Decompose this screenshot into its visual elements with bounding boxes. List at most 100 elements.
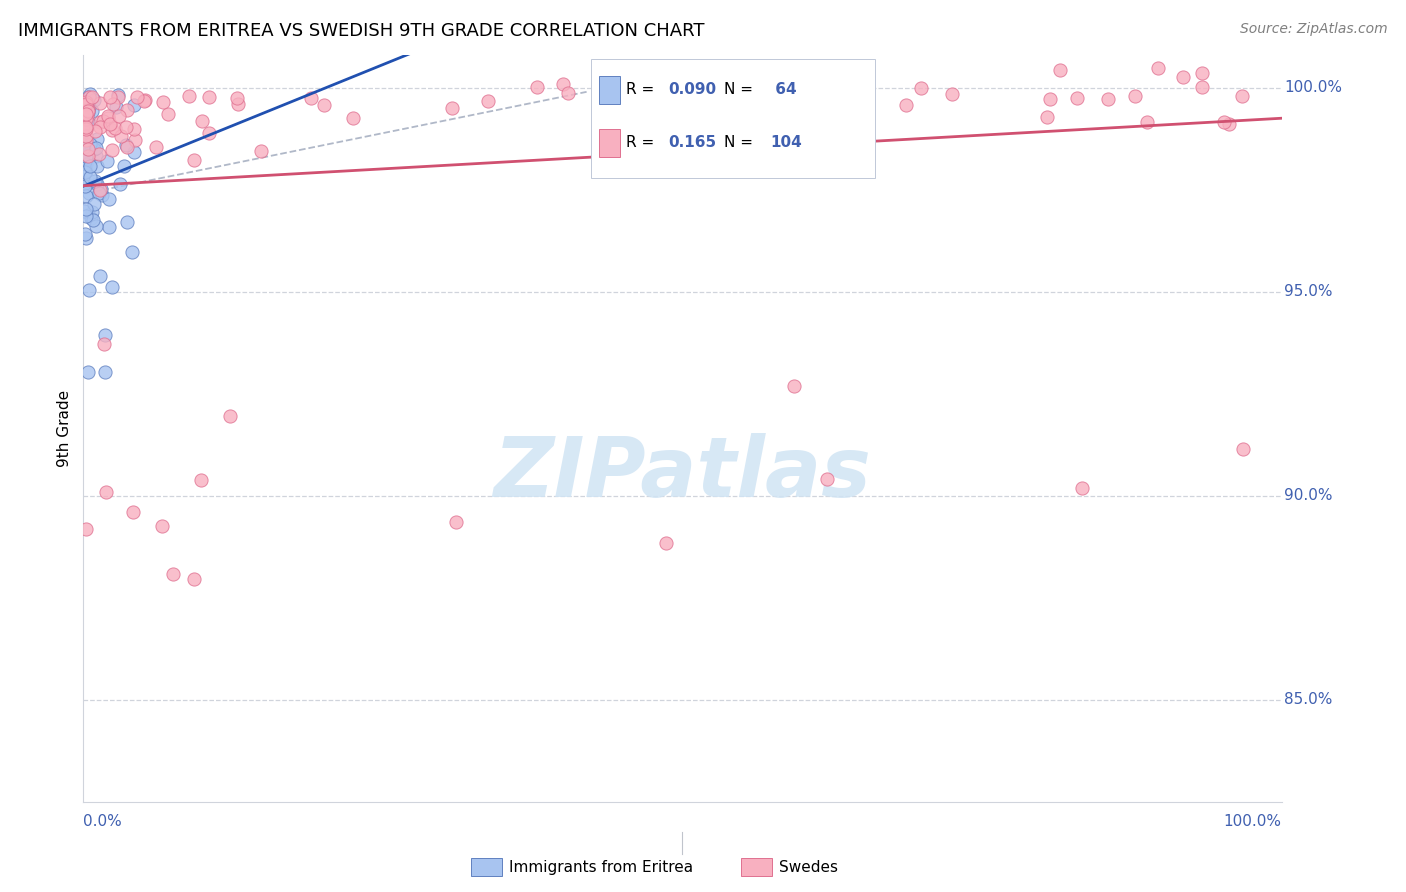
- Point: [93, 337, 115, 351]
- Point: [98, 117, 121, 131]
- Point: [526, 79, 548, 94]
- Point: [101, 97, 124, 112]
- Point: [75, 97, 97, 112]
- Text: N =: N =: [724, 82, 754, 97]
- Point: [115, 120, 138, 134]
- Point: [654, 536, 676, 550]
- Point: [1218, 117, 1240, 131]
- Point: [1125, 89, 1147, 103]
- Point: [89, 120, 111, 135]
- Point: [75, 95, 97, 109]
- Point: [121, 244, 143, 259]
- Point: [1049, 62, 1071, 77]
- Point: [75, 157, 97, 171]
- Point: [250, 145, 273, 159]
- Point: [183, 153, 205, 167]
- Point: [1136, 115, 1159, 129]
- Point: [79, 136, 101, 151]
- Point: [76, 149, 98, 163]
- Point: [77, 89, 100, 103]
- Point: [638, 80, 661, 95]
- Text: Source: ZipAtlas.com: Source: ZipAtlas.com: [1240, 22, 1388, 37]
- Text: Swedes: Swedes: [779, 860, 838, 874]
- Point: [86, 132, 108, 146]
- Text: 90.0%: 90.0%: [1284, 488, 1333, 503]
- Point: [1097, 92, 1119, 106]
- Point: [134, 93, 156, 107]
- Point: [94, 328, 117, 343]
- Point: [101, 143, 124, 157]
- Point: [191, 114, 214, 128]
- Point: [79, 170, 101, 185]
- Point: [89, 269, 111, 284]
- Point: [77, 365, 100, 379]
- Point: [197, 126, 219, 140]
- Point: [228, 97, 250, 112]
- Point: [75, 209, 97, 223]
- Point: [115, 140, 138, 154]
- Point: [1035, 110, 1057, 124]
- Point: [115, 137, 138, 152]
- Point: [162, 566, 184, 581]
- Point: [75, 133, 97, 147]
- Point: [794, 97, 817, 112]
- Point: [86, 159, 108, 173]
- Point: [75, 98, 97, 112]
- Point: [76, 104, 98, 119]
- Point: [730, 86, 752, 100]
- Text: 0.0%: 0.0%: [83, 814, 122, 829]
- Point: [150, 518, 173, 533]
- Point: [122, 145, 145, 159]
- Point: [446, 516, 468, 530]
- Point: [127, 90, 149, 104]
- Point: [1232, 442, 1254, 456]
- Point: [441, 101, 464, 115]
- Point: [77, 100, 100, 114]
- Point: [86, 149, 108, 163]
- Text: R =: R =: [626, 82, 659, 97]
- Point: [89, 95, 111, 110]
- Point: [1070, 481, 1092, 495]
- Point: [77, 186, 100, 200]
- Point: [648, 99, 671, 113]
- Point: [104, 121, 127, 136]
- Point: [941, 87, 963, 102]
- Point: [73, 124, 96, 138]
- Point: [80, 211, 103, 226]
- Y-axis label: 9th Grade: 9th Grade: [58, 390, 72, 467]
- Point: [823, 113, 845, 128]
- Point: [76, 522, 98, 536]
- Point: [107, 89, 129, 103]
- Point: [84, 124, 107, 138]
- Point: [640, 74, 662, 88]
- Point: [198, 89, 221, 103]
- Point: [89, 183, 111, 197]
- Point: [75, 163, 97, 178]
- Point: [152, 95, 174, 109]
- Point: [87, 147, 110, 161]
- Point: [76, 149, 98, 163]
- Point: [86, 178, 108, 192]
- Point: [75, 202, 97, 216]
- Text: 100.0%: 100.0%: [1284, 80, 1341, 95]
- Point: [76, 142, 98, 156]
- Point: [83, 142, 105, 156]
- Point: [124, 133, 146, 147]
- Point: [91, 188, 114, 202]
- Point: [218, 409, 240, 423]
- Point: [75, 128, 97, 143]
- Point: [75, 176, 97, 190]
- Point: [82, 213, 104, 227]
- Point: [1039, 92, 1062, 106]
- Point: [1232, 89, 1254, 103]
- Text: 104: 104: [770, 136, 801, 151]
- Point: [132, 94, 155, 108]
- Point: [76, 96, 98, 111]
- Point: [98, 219, 121, 234]
- Point: [73, 140, 96, 154]
- Point: [91, 114, 114, 128]
- Point: [73, 203, 96, 218]
- Point: [1147, 61, 1170, 75]
- Point: [94, 365, 117, 379]
- Text: 95.0%: 95.0%: [1284, 285, 1333, 299]
